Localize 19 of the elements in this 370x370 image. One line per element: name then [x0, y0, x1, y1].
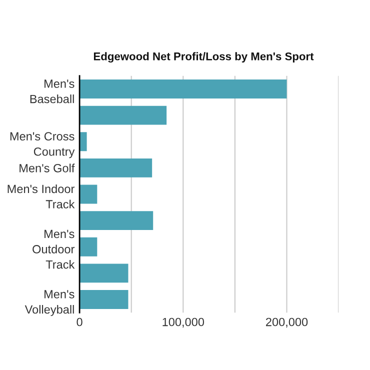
bar [80, 80, 287, 98]
bar [80, 106, 167, 125]
y-tick-label: Men's Baseball [30, 80, 74, 104]
chart-title: Edgewood Net Profit/Loss by Men's Sport [94, 52, 314, 63]
bar [80, 290, 128, 309]
bar [80, 237, 98, 256]
bar [80, 211, 154, 230]
x-tick-label: 0 [76, 318, 82, 326]
y-tick-label: Men's Outdoor Track [32, 230, 75, 269]
bar [80, 158, 152, 178]
y-tick-label: Men's Volleyball [24, 290, 74, 316]
bar [80, 264, 128, 283]
y-tick-label: Men's Cross Country [10, 132, 75, 158]
bar [80, 132, 87, 152]
y-tick-label: Men's Indoor Track [8, 184, 75, 208]
bar [80, 184, 98, 204]
y-tick-label: Men's Golf [20, 164, 75, 172]
x-tick-label: 200,000 [266, 318, 308, 328]
x-tick-label: 100,000 [162, 318, 204, 328]
